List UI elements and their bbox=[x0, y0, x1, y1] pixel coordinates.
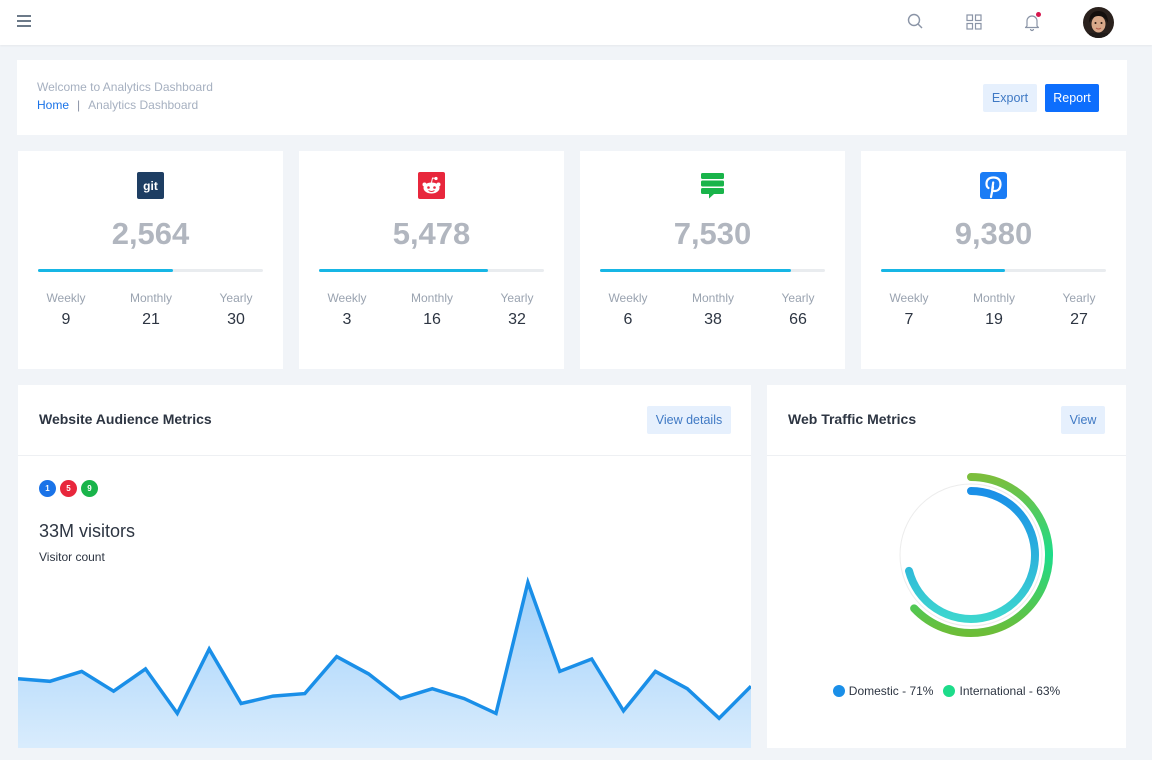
page-header: Welcome to Analytics Dashboard Home | An… bbox=[17, 60, 1127, 135]
legend-domestic: Domestic - 71% bbox=[832, 684, 934, 698]
stat-total: 9,380 bbox=[954, 216, 1033, 251]
badge-group: 1 5 9 bbox=[39, 480, 102, 497]
view-details-button[interactable]: View details bbox=[647, 406, 731, 434]
stat-yearly-value: 66 bbox=[789, 311, 807, 328]
top-navbar bbox=[0, 0, 1152, 45]
breadcrumb-current: Analytics Dashboard bbox=[88, 98, 199, 112]
stat-monthly-label: Monthly bbox=[691, 291, 735, 305]
series-line bbox=[18, 576, 751, 721]
stat-progress-bar bbox=[600, 269, 825, 272]
badge-9: 9 bbox=[81, 480, 98, 497]
stat-monthly-label: Monthly bbox=[410, 291, 454, 305]
page-title: Welcome to Analytics Dashboard bbox=[37, 80, 213, 94]
stat-total: 2,564 bbox=[111, 216, 190, 251]
stat-yearly-label: Yearly bbox=[1062, 291, 1096, 305]
area-fill bbox=[18, 582, 751, 748]
stat-weekly-value: 6 bbox=[623, 311, 633, 328]
stat-total: 5,478 bbox=[392, 216, 471, 251]
stat-progress-fill bbox=[600, 269, 792, 272]
breadcrumb-home-link[interactable]: Home bbox=[37, 98, 70, 112]
panel-title: Website Audience Metrics bbox=[39, 411, 212, 427]
git-logo-text: git bbox=[143, 179, 158, 193]
stat-monthly-value: 19 bbox=[985, 311, 1003, 328]
stat-card-reddit: 5,478 Weekly 3 Monthly 16 Yearly 32 bbox=[299, 151, 564, 369]
legend-dot-domestic bbox=[832, 685, 845, 697]
stat-progress-fill bbox=[38, 269, 173, 272]
divider bbox=[18, 455, 751, 456]
pinterest-icon bbox=[980, 172, 1007, 199]
traffic-radial-chart bbox=[899, 473, 1053, 637]
international-arc bbox=[910, 473, 1053, 637]
stat-monthly-value: 38 bbox=[704, 311, 722, 328]
stat-progress-bar bbox=[319, 269, 544, 272]
stat-weekly-label: Weekly bbox=[608, 291, 648, 305]
stat-progress-bar bbox=[38, 269, 263, 272]
report-button[interactable]: Report bbox=[1045, 84, 1099, 112]
bell-icon[interactable] bbox=[1022, 12, 1042, 32]
legend-international: International - 63% bbox=[943, 684, 1060, 698]
stack-exchange-icon bbox=[699, 172, 726, 199]
divider bbox=[767, 455, 1126, 456]
stat-card-pinterest: 9,380 Weekly 7 Monthly 19 Yearly 27 bbox=[861, 151, 1126, 369]
stat-total: 7,530 bbox=[673, 216, 752, 251]
web-traffic-panel: Web Traffic Metrics View Domestic - 71% … bbox=[767, 385, 1126, 748]
stat-weekly-value: 9 bbox=[61, 311, 71, 328]
legend-domestic-label: Domestic - 71% bbox=[848, 684, 934, 698]
git-icon: git bbox=[137, 172, 164, 199]
stat-yearly-value: 32 bbox=[508, 311, 526, 328]
audience-metrics-panel: Website Audience Metrics View details 1 … bbox=[18, 385, 751, 748]
visitors-count: 33M visitors bbox=[39, 521, 136, 541]
apps-grid-icon[interactable] bbox=[964, 12, 984, 32]
stat-yearly-label: Yearly bbox=[500, 291, 534, 305]
badge-1: 1 bbox=[39, 480, 56, 497]
export-button[interactable]: Export bbox=[983, 84, 1037, 112]
notification-dot bbox=[1036, 12, 1041, 17]
visitor-count-label: Visitor count bbox=[39, 550, 105, 564]
stat-monthly-label: Monthly bbox=[129, 291, 173, 305]
legend-international-label: International - 63% bbox=[959, 684, 1061, 698]
stat-weekly-value: 3 bbox=[342, 311, 352, 328]
radial-track bbox=[899, 483, 1043, 627]
stat-progress-bar bbox=[881, 269, 1106, 272]
stat-monthly-value: 16 bbox=[423, 311, 441, 328]
view-button[interactable]: View bbox=[1061, 406, 1105, 434]
stat-yearly-value: 30 bbox=[227, 311, 245, 328]
stat-monthly-value: 21 bbox=[142, 311, 160, 328]
stat-weekly-value: 7 bbox=[904, 311, 914, 328]
stat-yearly-label: Yearly bbox=[781, 291, 815, 305]
badge-5: 5 bbox=[60, 480, 77, 497]
breadcrumb-separator: | bbox=[77, 98, 81, 112]
domestic-arc bbox=[905, 487, 1039, 623]
stat-card-stack-exchange: 7,530 Weekly 6 Monthly 38 Yearly 66 bbox=[580, 151, 845, 369]
avatar[interactable] bbox=[1083, 7, 1114, 38]
stat-yearly-value: 27 bbox=[1070, 311, 1088, 328]
reddit-icon bbox=[418, 172, 445, 199]
legend-dot-international bbox=[943, 685, 956, 697]
panel-title: Web Traffic Metrics bbox=[788, 411, 917, 427]
stat-monthly-label: Monthly bbox=[972, 291, 1016, 305]
stat-weekly-label: Weekly bbox=[46, 291, 86, 305]
audience-area-chart bbox=[18, 576, 751, 748]
stat-progress-fill bbox=[319, 269, 488, 272]
stat-weekly-label: Weekly bbox=[327, 291, 367, 305]
stat-card-git: git 2,564 Weekly 9 Monthly 21 Yearly 30 bbox=[18, 151, 283, 369]
stat-yearly-label: Yearly bbox=[219, 291, 253, 305]
menu-icon[interactable] bbox=[17, 15, 31, 27]
chart-legend: Domestic - 71% International - 63% bbox=[767, 684, 1126, 698]
stat-weekly-label: Weekly bbox=[889, 291, 929, 305]
breadcrumb: Home | Analytics Dashboard bbox=[37, 98, 198, 112]
stat-progress-fill bbox=[881, 269, 1005, 272]
search-icon[interactable] bbox=[906, 12, 926, 32]
